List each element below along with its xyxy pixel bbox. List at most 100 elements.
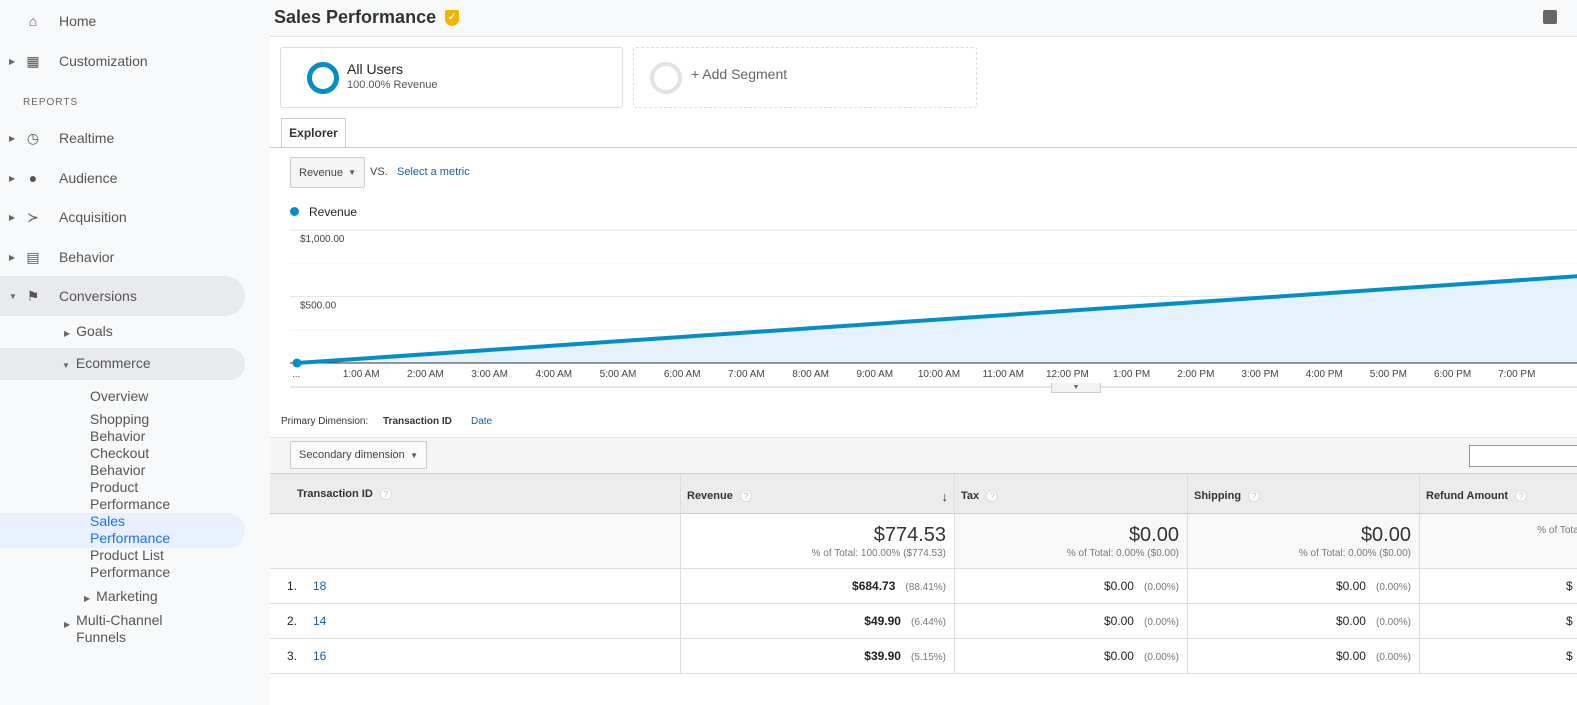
dimension-transaction-id[interactable]: Transaction ID (383, 416, 452, 427)
x-tick-label: 1:00 PM (1113, 369, 1150, 380)
save-icon[interactable] (1543, 10, 1557, 24)
metric-dropdown[interactable]: Revenue ▼ (290, 157, 365, 188)
x-tick-label: 12:00 PM (1046, 369, 1089, 380)
revenue-chart: $1,000.00 $500.00... 1:00 AM 2:00 AM 3:00 AM… (290, 229, 1577, 388)
nav-checkout-behavior[interactable]: Checkout Behavior (90, 445, 150, 478)
expand-arrow-icon: ▶ (9, 173, 16, 183)
table-top-border (270, 473, 1577, 474)
chevron-down-icon: ▼ (348, 168, 356, 177)
behavior-icon: ▤ (26, 248, 40, 265)
flag-icon: ⚑ (26, 287, 40, 304)
table-search-input[interactable] (1469, 445, 1577, 467)
x-tick-label: 7:00 AM (728, 369, 765, 380)
acquisition-icon: ≻ (27, 208, 39, 225)
column-header-transaction-id[interactable]: Transaction ID? (270, 474, 681, 514)
row-refund: $ (1420, 604, 1577, 639)
y-tick-label: $1,000.00 (300, 234, 345, 245)
column-header-tax[interactable]: Tax? (955, 474, 1188, 514)
collapse-arrow-icon: ▼ (62, 361, 70, 370)
total-revenue: $774.53% of Total: 100.00% ($774.53) (681, 514, 955, 569)
dashboard-add-icon: ▦ (26, 52, 40, 69)
y-tick-label: $500.00 (300, 301, 337, 312)
nav-conversions[interactable]: ▼ ⚑ Conversions (0, 276, 245, 316)
total-refund: % of Total (1420, 514, 1577, 569)
x-tick-label: 7:00 PM (1498, 369, 1535, 380)
select-metric-link[interactable]: Select a metric (397, 166, 470, 178)
row-refund: $ (1420, 639, 1577, 674)
column-header-refund-amount[interactable]: Refund Amount? (1420, 474, 1577, 514)
header-bottom-border (270, 513, 1577, 514)
nav-product-list-performance[interactable]: Product List Performance (90, 547, 171, 580)
help-icon[interactable]: ? (1248, 490, 1261, 502)
nav-home[interactable]: ⌂ Home (0, 1, 245, 41)
secondary-dimension-dropdown[interactable]: Secondary dimension ▼ (290, 441, 427, 469)
nav-ecommerce[interactable]: ▼ Ecommerce (62, 355, 151, 371)
totals-label-cell (270, 514, 681, 569)
add-segment-button[interactable]: + Add Segment (633, 47, 977, 108)
x-tick-label: 11:00 AM (982, 369, 1024, 380)
nav-marketing[interactable]: ▶ Marketing (84, 588, 158, 604)
segment-all-users[interactable]: All Users 100.00% Revenue (280, 47, 623, 108)
row-revenue: $49.90 (6.44%) (681, 604, 955, 639)
legend-dot-icon (290, 207, 299, 216)
nav-behavior[interactable]: ▶ ▤ Behavior (9, 248, 115, 266)
dimension-date-link[interactable]: Date (471, 416, 493, 427)
nav-sales-performance[interactable]: Sales Performance (90, 513, 171, 546)
x-tick-label: 9:00 AM (856, 369, 893, 380)
transaction-id-link[interactable]: 14 (313, 614, 327, 628)
transaction-id-link[interactable]: 16 (313, 649, 327, 663)
x-tick-label: 6:00 PM (1434, 369, 1471, 380)
sidebar: ⌂ Home ▶ ▦ Customization REPORTS ▶ ◷ Realtime… (0, 0, 270, 705)
help-icon[interactable]: ? (1515, 490, 1528, 502)
x-tick-label: 3:00 PM (1241, 369, 1278, 380)
expand-arrow-icon: ▶ (9, 252, 16, 262)
page-header: Sales Performance ✓ (270, 0, 1577, 37)
table-toolbar (270, 437, 1577, 474)
nav-product-performance[interactable]: Product Performance (90, 479, 171, 512)
nav-multi-channel-funnels[interactable]: ▶ Multi-Channel Funnels (64, 612, 163, 645)
x-tick-label: 5:00 AM (600, 369, 637, 380)
expand-arrow-icon: ▶ (9, 133, 16, 143)
x-tick-label: 5:00 PM (1370, 369, 1407, 380)
x-tick-label: 4:00 PM (1306, 369, 1343, 380)
legend-revenue: Revenue (309, 205, 358, 219)
expand-arrow-icon: ▶ (9, 212, 16, 222)
expand-arrow-icon: ▶ (64, 329, 71, 338)
x-tick-label: ... (292, 369, 300, 380)
nav-shopping-behavior[interactable]: Shopping Behavior (90, 411, 150, 444)
nav-customization[interactable]: ▶ ▦ Customization (9, 52, 148, 70)
total-shipping: $0.00% of Total: 0.00% ($0.00) (1188, 514, 1420, 569)
page-title: Sales Performance ✓ (274, 7, 460, 28)
x-tick-label: 8:00 AM (792, 369, 829, 380)
x-tick-label: 1:00 AM (343, 369, 380, 380)
help-icon[interactable]: ? (379, 488, 392, 500)
column-header-shipping[interactable]: Shipping? (1188, 474, 1420, 514)
x-tick-label: 10:00 AM (918, 369, 960, 380)
column-header-revenue[interactable]: Revenue? ↓ (681, 474, 955, 514)
total-tax: $0.00% of Total: 0.00% ($0.00) (955, 514, 1188, 569)
row-tax: $0.00 (0.00%) (955, 604, 1188, 639)
data-point (292, 358, 302, 368)
table-row: 2. 14 (270, 604, 681, 639)
tab-divider (270, 147, 1577, 148)
nav-realtime[interactable]: ▶ ◷ Realtime (9, 129, 115, 147)
table-row: 1. 18 (270, 569, 681, 604)
empty-segment-circle-icon (650, 62, 682, 94)
nav-audience[interactable]: ▶ ● Audience (9, 170, 118, 186)
expand-arrow-icon: ▶ (84, 594, 91, 603)
chart-collapse-handle[interactable]: ▼ (1051, 383, 1101, 393)
nav-overview[interactable]: Overview (90, 388, 149, 404)
nav-acquisition[interactable]: ▶ ≻ Acquisition (9, 208, 127, 226)
row-shipping: $0.00 (0.00%) (1188, 569, 1420, 604)
transaction-id-link[interactable]: 18 (313, 579, 327, 593)
row-revenue: $684.73 (88.41%) (681, 569, 955, 604)
x-tick-label: 2:00 PM (1177, 369, 1214, 380)
nav-goals[interactable]: ▶ Goals (64, 323, 113, 339)
x-tick-label: 3:00 AM (471, 369, 508, 380)
row-shipping: $0.00 (0.00%) (1188, 639, 1420, 674)
row-tax: $0.00 (0.00%) (955, 569, 1188, 604)
help-icon[interactable]: ? (986, 490, 999, 502)
primary-dimension-label: Primary Dimension: (281, 416, 369, 427)
tab-explorer[interactable]: Explorer (281, 118, 346, 148)
help-icon[interactable]: ? (739, 490, 752, 502)
